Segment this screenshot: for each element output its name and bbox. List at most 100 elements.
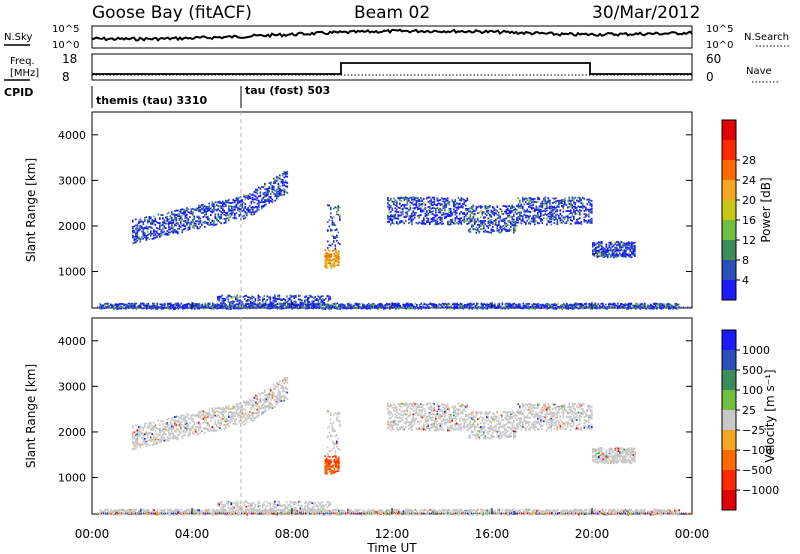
power-echo xyxy=(261,201,263,204)
power-echo xyxy=(516,205,518,207)
power-echo xyxy=(589,222,592,224)
power-echo xyxy=(492,210,494,213)
power-echo xyxy=(153,222,155,225)
power-echo xyxy=(528,222,530,224)
power-echo xyxy=(368,302,370,305)
power-echo xyxy=(447,222,449,224)
power-echo xyxy=(132,303,135,305)
power-echo xyxy=(550,218,553,220)
power-echo xyxy=(132,229,134,232)
power-echo xyxy=(546,202,548,205)
power-echo xyxy=(617,305,619,308)
power-echo xyxy=(333,222,335,224)
power-echo xyxy=(99,307,102,310)
power-echo xyxy=(432,303,435,305)
power-echo xyxy=(619,247,621,250)
power-echo xyxy=(256,210,259,212)
power-echo xyxy=(668,307,670,310)
power-echo xyxy=(656,305,658,308)
power-echo xyxy=(513,209,515,211)
power-echo xyxy=(539,303,541,306)
power-echo xyxy=(300,304,303,307)
power-echo xyxy=(543,304,546,307)
power-echo xyxy=(356,303,358,306)
power-echo xyxy=(172,226,175,229)
power-echo xyxy=(619,246,621,248)
power-echo xyxy=(591,205,593,207)
power-echo xyxy=(528,217,530,220)
power-echo xyxy=(219,202,221,204)
power-echo xyxy=(647,307,649,310)
power-echo xyxy=(154,236,157,239)
power-echo xyxy=(505,222,508,225)
power-echo xyxy=(436,204,439,207)
power-echo xyxy=(177,209,179,212)
power-echo xyxy=(516,209,518,211)
power-echo xyxy=(447,215,449,217)
power-echo xyxy=(259,187,262,190)
power-echo xyxy=(178,218,181,221)
power-echo xyxy=(511,207,514,209)
power-echo xyxy=(625,250,627,253)
power-echo xyxy=(427,196,430,199)
power-echo xyxy=(498,224,500,226)
power-echo xyxy=(233,300,236,303)
power-echo xyxy=(439,218,442,220)
power-echo xyxy=(397,218,400,220)
power-echo xyxy=(339,206,341,209)
power-echo xyxy=(483,216,485,219)
power-echo xyxy=(174,229,176,231)
power-echo xyxy=(242,306,244,309)
power-echo xyxy=(513,307,516,309)
power-echo xyxy=(199,221,202,224)
power-echo xyxy=(516,305,519,307)
power-echo xyxy=(508,216,511,218)
power-echo xyxy=(374,305,376,307)
power-echo xyxy=(644,303,646,306)
power-echo xyxy=(584,305,586,308)
power-echo xyxy=(264,191,266,194)
power-echo xyxy=(238,200,241,203)
power-echo xyxy=(326,266,328,269)
power-echo xyxy=(403,222,406,225)
power-echo xyxy=(471,219,473,222)
power-echo xyxy=(618,304,621,307)
power-echo xyxy=(261,205,263,208)
power-echo xyxy=(221,303,224,305)
power-echo xyxy=(171,219,173,222)
power-echo xyxy=(412,196,415,199)
power-echo xyxy=(428,307,430,310)
power-echo xyxy=(123,304,126,306)
power-echo xyxy=(439,207,442,210)
power-echo xyxy=(580,205,583,208)
power-echo xyxy=(394,213,397,216)
power-echo xyxy=(516,212,518,215)
power-echo xyxy=(387,215,389,218)
power-echo xyxy=(617,249,620,251)
power-echo xyxy=(493,213,496,216)
power-echo xyxy=(460,217,463,219)
power-echo xyxy=(193,224,196,227)
power-echo xyxy=(175,231,178,234)
power-echo xyxy=(420,197,422,200)
power-echo xyxy=(525,210,527,213)
power-echo xyxy=(441,197,443,200)
power-echo xyxy=(478,231,481,234)
power-echo xyxy=(435,214,437,217)
power-echo xyxy=(256,197,259,199)
power-echo xyxy=(138,229,140,232)
power-echo xyxy=(498,216,500,219)
freq-left-tick-top: 18 xyxy=(62,52,77,66)
power-echo xyxy=(171,224,173,227)
power-echo xyxy=(245,302,248,305)
power-echo xyxy=(660,304,663,307)
power-echo xyxy=(252,196,254,199)
power-echo xyxy=(333,254,336,257)
power-echo xyxy=(591,208,593,211)
power-echo xyxy=(453,201,455,203)
power-echo xyxy=(444,207,446,209)
power-echo xyxy=(174,224,176,226)
power-echo xyxy=(574,222,577,225)
power-echo xyxy=(264,183,266,185)
power-echo xyxy=(531,207,533,210)
